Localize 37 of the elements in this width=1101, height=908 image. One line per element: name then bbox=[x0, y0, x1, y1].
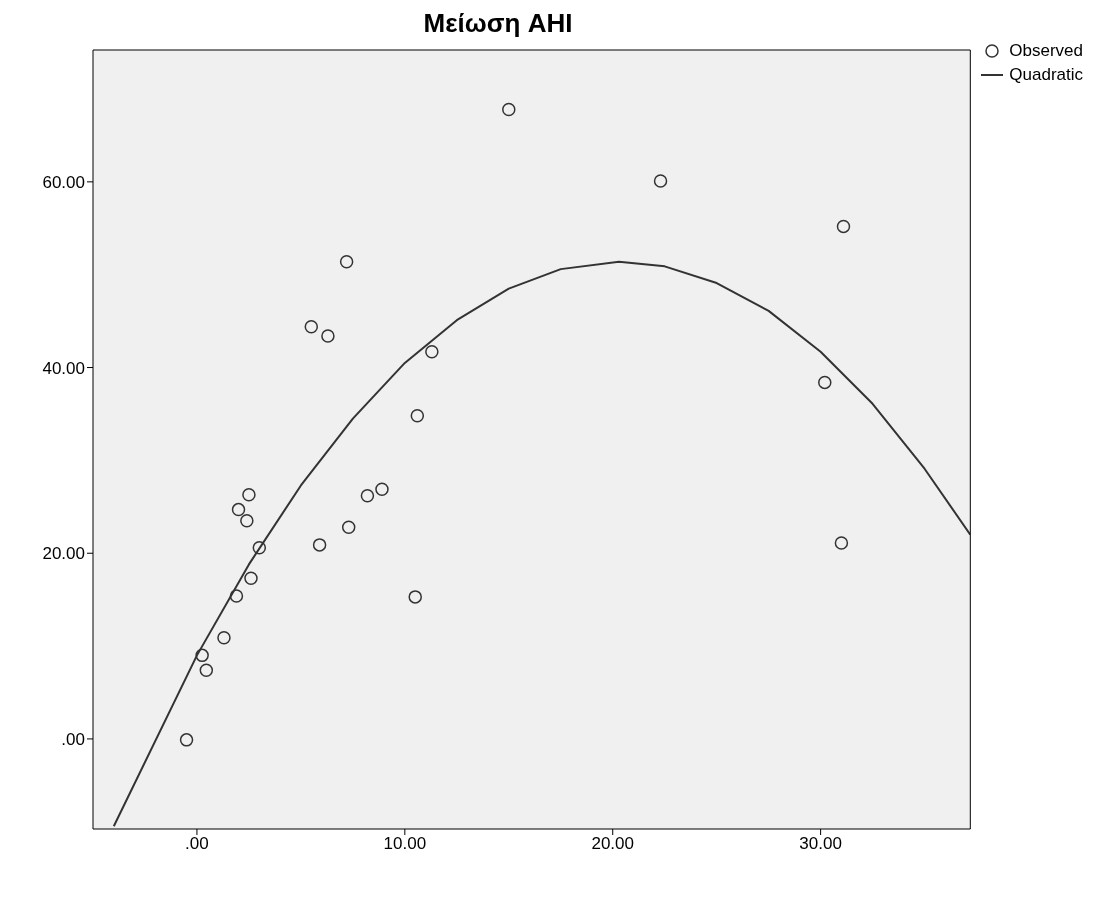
x-tick-label: .00 bbox=[185, 834, 209, 854]
point bbox=[240, 513, 254, 528]
chart-title: Μείωση AHI bbox=[422, 8, 574, 39]
point bbox=[242, 488, 256, 502]
point bbox=[408, 590, 422, 604]
x-tick-label: 30.00 bbox=[799, 834, 842, 854]
legend-label: Quadratic bbox=[1009, 65, 1083, 85]
point bbox=[375, 482, 389, 496]
point bbox=[410, 409, 425, 423]
point bbox=[252, 540, 267, 555]
point bbox=[321, 329, 335, 343]
point bbox=[836, 219, 851, 234]
point bbox=[199, 663, 214, 677]
point bbox=[304, 319, 319, 334]
point bbox=[360, 488, 375, 503]
legend-label: Observed bbox=[1009, 41, 1083, 61]
y-tick-label: 40.00 bbox=[42, 358, 85, 378]
point bbox=[312, 538, 327, 552]
point bbox=[231, 502, 246, 517]
y-tick-label: 60.00 bbox=[42, 172, 85, 192]
point bbox=[818, 375, 832, 390]
point bbox=[244, 571, 258, 586]
point bbox=[425, 345, 439, 359]
x-tick-label: 10.00 bbox=[383, 834, 427, 854]
point bbox=[834, 536, 849, 550]
point bbox=[341, 520, 356, 534]
point bbox=[179, 733, 194, 747]
point bbox=[653, 174, 668, 188]
y-tick-label: 20.00 bbox=[42, 544, 85, 564]
point bbox=[217, 630, 231, 645]
point bbox=[195, 648, 209, 663]
point bbox=[229, 589, 244, 603]
y-tick-label: .00 bbox=[61, 729, 85, 749]
line-series bbox=[112, 260, 971, 828]
point bbox=[502, 102, 516, 117]
x-tick-label: 20.00 bbox=[591, 834, 634, 854]
point bbox=[339, 254, 354, 269]
